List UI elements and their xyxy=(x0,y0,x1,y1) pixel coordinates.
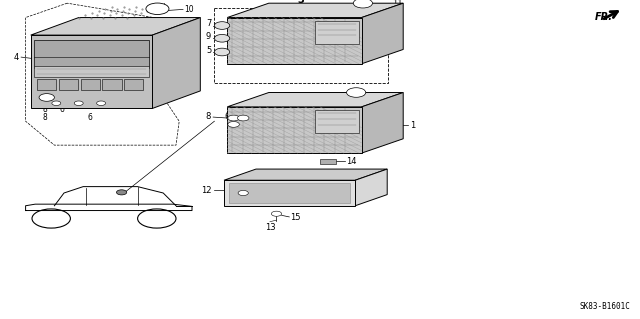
Polygon shape xyxy=(26,204,192,211)
Text: 1: 1 xyxy=(410,121,415,130)
Circle shape xyxy=(228,115,239,121)
Polygon shape xyxy=(355,169,387,206)
Polygon shape xyxy=(227,18,362,64)
Text: 12: 12 xyxy=(201,186,211,195)
Circle shape xyxy=(116,190,127,195)
Text: 10: 10 xyxy=(360,95,370,104)
Text: FR.: FR. xyxy=(595,12,613,22)
Polygon shape xyxy=(362,93,403,153)
Text: 4: 4 xyxy=(14,53,19,62)
Bar xyxy=(315,21,359,44)
Polygon shape xyxy=(31,18,200,35)
Text: 2: 2 xyxy=(161,0,167,2)
Bar xyxy=(37,79,56,90)
Polygon shape xyxy=(362,3,403,64)
Bar xyxy=(315,110,359,133)
Bar xyxy=(320,159,337,164)
Text: 8: 8 xyxy=(42,113,47,122)
Polygon shape xyxy=(31,35,152,108)
Circle shape xyxy=(214,22,230,29)
Bar xyxy=(59,79,78,90)
Circle shape xyxy=(39,94,54,101)
Bar xyxy=(124,79,143,90)
Polygon shape xyxy=(224,180,355,206)
Circle shape xyxy=(353,0,372,8)
Text: SK83-B1601C: SK83-B1601C xyxy=(580,302,630,311)
Circle shape xyxy=(347,88,366,97)
Circle shape xyxy=(146,3,169,14)
Polygon shape xyxy=(227,107,362,153)
Circle shape xyxy=(228,122,239,127)
Text: 3: 3 xyxy=(298,0,304,5)
Bar xyxy=(102,79,122,90)
Circle shape xyxy=(214,34,230,42)
Circle shape xyxy=(214,48,230,56)
Text: 6: 6 xyxy=(60,105,65,115)
Circle shape xyxy=(237,115,249,121)
Polygon shape xyxy=(227,3,403,18)
Bar xyxy=(229,183,350,203)
Circle shape xyxy=(271,211,282,216)
Circle shape xyxy=(238,190,248,196)
Bar xyxy=(34,40,149,68)
Text: 5: 5 xyxy=(206,46,211,55)
Text: 8: 8 xyxy=(206,112,211,121)
Bar xyxy=(34,66,149,77)
Text: 8: 8 xyxy=(42,105,47,115)
Text: 6: 6 xyxy=(224,112,229,121)
Circle shape xyxy=(32,209,70,228)
Circle shape xyxy=(138,209,176,228)
Text: 9: 9 xyxy=(206,32,211,41)
Circle shape xyxy=(97,101,106,106)
Text: 13: 13 xyxy=(264,223,275,232)
Text: 11: 11 xyxy=(392,0,402,8)
Text: 15: 15 xyxy=(291,213,301,222)
Polygon shape xyxy=(227,93,403,107)
Text: 10: 10 xyxy=(184,5,194,14)
Text: 6: 6 xyxy=(87,113,92,122)
Text: 7: 7 xyxy=(206,19,211,28)
Circle shape xyxy=(74,101,83,106)
Bar xyxy=(81,79,100,90)
Circle shape xyxy=(52,101,61,106)
Polygon shape xyxy=(152,18,200,108)
Bar xyxy=(214,8,388,83)
Polygon shape xyxy=(224,169,387,180)
Polygon shape xyxy=(54,187,176,206)
Text: 14: 14 xyxy=(346,157,356,166)
